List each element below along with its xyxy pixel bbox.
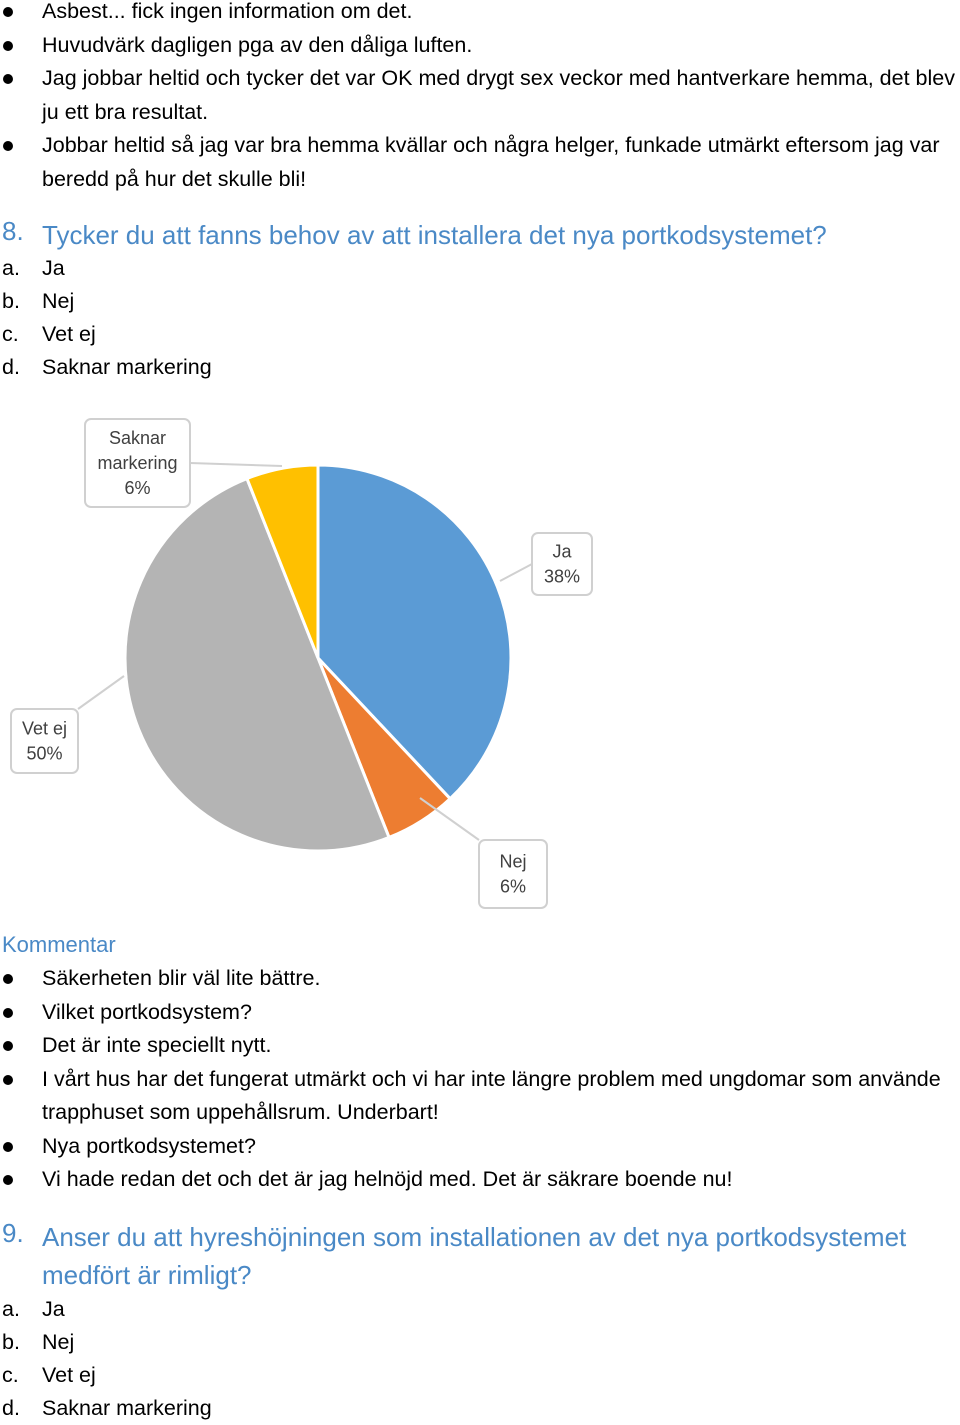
option-label: Nej (42, 1330, 75, 1354)
comment-text: Nya portkodsystemet? (42, 1133, 256, 1158)
comment-text: Säkerheten blir väl lite bättre. (42, 966, 321, 990)
question-text: Tycker du att fanns behov av att install… (42, 220, 827, 250)
bullet-icon (3, 1175, 13, 1185)
option-item: d. Saknar markering (0, 351, 212, 384)
list-item: Nya portkodsystemet? (0, 1130, 960, 1164)
kommentar-list: Säkerheten blir väl lite bättre. Vilket … (0, 962, 960, 1197)
option-label: Saknar markering (42, 1396, 212, 1420)
option-letter: d. (2, 1396, 20, 1420)
list-item: Det är inte speciellt nytt. (0, 1029, 960, 1063)
bullet-icon (3, 1141, 13, 1152)
pie-slice-saknar-markering (245, 463, 320, 659)
list-item: Huvudvärk dagligen pga av den dåliga luf… (0, 29, 960, 63)
list-item: Jobbar heltid så jag var bra hemma kväll… (0, 129, 960, 196)
bullet-icon (3, 7, 13, 17)
option-label: Ja (42, 1297, 65, 1321)
data-label-name: Nej (499, 852, 526, 872)
comment-text: Jag jobbar heltid och tycker det var OK … (42, 66, 955, 124)
list-item: Asbest... fick ingen information om det. (0, 0, 960, 29)
list-item: Vilket portkodsystem? (0, 996, 960, 1030)
option-letter: a. (2, 256, 20, 280)
data-label-name: Ja (552, 542, 572, 562)
bullet-icon (3, 40, 13, 51)
pie-slice-ja (316, 463, 513, 801)
data-label-value: 6% (124, 478, 150, 498)
data-label-vet-ej: Vet ej 50% (10, 675, 125, 774)
comment-text: Jobbar heltid så jag var bra hemma kväll… (42, 133, 940, 191)
data-label-nej: Nej 6% (419, 797, 548, 909)
data-label-name: markering (97, 453, 177, 473)
question-number: 8. (2, 216, 24, 246)
comment-text: Huvudvärk dagligen pga av den dåliga luf… (42, 32, 473, 57)
option-item: d. Saknar markering (0, 1392, 212, 1425)
question-number: 9. (2, 1218, 24, 1248)
option-label: Saknar markering (42, 355, 212, 379)
list-item: I vårt hus har det fungerat utmärkt och … (0, 1063, 960, 1130)
list-item: Jag jobbar heltid och tycker det var OK … (0, 62, 960, 129)
list-item: Säkerheten blir väl lite bättre. (0, 962, 960, 996)
question-9-options: a. Ja b. Nej c. Vet ej d. Saknar markering (0, 1293, 212, 1425)
option-letter: b. (2, 1330, 20, 1354)
option-letter: c. (2, 322, 19, 346)
bullet-icon (3, 1074, 13, 1085)
bullet-icon (3, 1007, 13, 1018)
option-letter: a. (2, 1297, 20, 1321)
data-label-saknar-markering: Saknar markering 6% (84, 418, 283, 508)
option-label: Ja (42, 256, 65, 280)
pie-chart: Ja 38% Nej 6% Vet ej 50% Saknar markering 6% (10, 418, 593, 909)
comment-text: Asbest... fick ingen information om det. (42, 0, 413, 23)
data-label-name: Vet ej (22, 719, 67, 739)
list-item: Vi hade redan det och det är jag helnöjd… (0, 1163, 960, 1197)
data-label-name: Saknar (109, 428, 166, 448)
pie-slice-vet-ej (123, 476, 391, 853)
comment-text: Det är inte speciellt nytt. (42, 1033, 272, 1057)
question-text: Anser du att hyreshöjningen som installa… (42, 1222, 907, 1290)
comment-text: I vårt hus har det fungerat utmärkt och … (42, 1066, 941, 1125)
kommentar-heading: Kommentar (2, 932, 116, 957)
question-8-options: a. Ja b. Nej c. Vet ej d. Saknar markering (0, 252, 212, 384)
data-label-ja: Ja 38% (499, 532, 593, 596)
bullet-icon (3, 74, 13, 84)
option-letter: b. (2, 289, 20, 313)
top-comment-list: Asbest... fick ingen information om det.… (0, 0, 960, 196)
data-label-value: 6% (500, 877, 526, 897)
option-label: Vet ej (42, 322, 96, 346)
option-letter: c. (2, 1363, 19, 1387)
option-letter: d. (2, 355, 20, 379)
option-item: b. Nej (0, 285, 212, 318)
bullet-icon (3, 141, 13, 151)
bullet-icon (3, 974, 13, 984)
comment-text: Vi hade redan det och det är jag helnöjd… (42, 1167, 733, 1191)
option-label: Vet ej (42, 1363, 96, 1387)
comment-text: Vilket portkodsystem? (42, 999, 252, 1024)
option-item: a. Ja (0, 252, 212, 285)
data-label-value: 50% (26, 744, 62, 764)
option-item: a. Ja (0, 1293, 212, 1326)
bullet-icon (3, 1041, 13, 1051)
option-label: Nej (42, 289, 75, 313)
option-item: c. Vet ej (0, 318, 212, 351)
option-item: b. Nej (0, 1326, 212, 1359)
option-item: c. Vet ej (0, 1359, 212, 1392)
data-label-value: 38% (544, 567, 580, 587)
